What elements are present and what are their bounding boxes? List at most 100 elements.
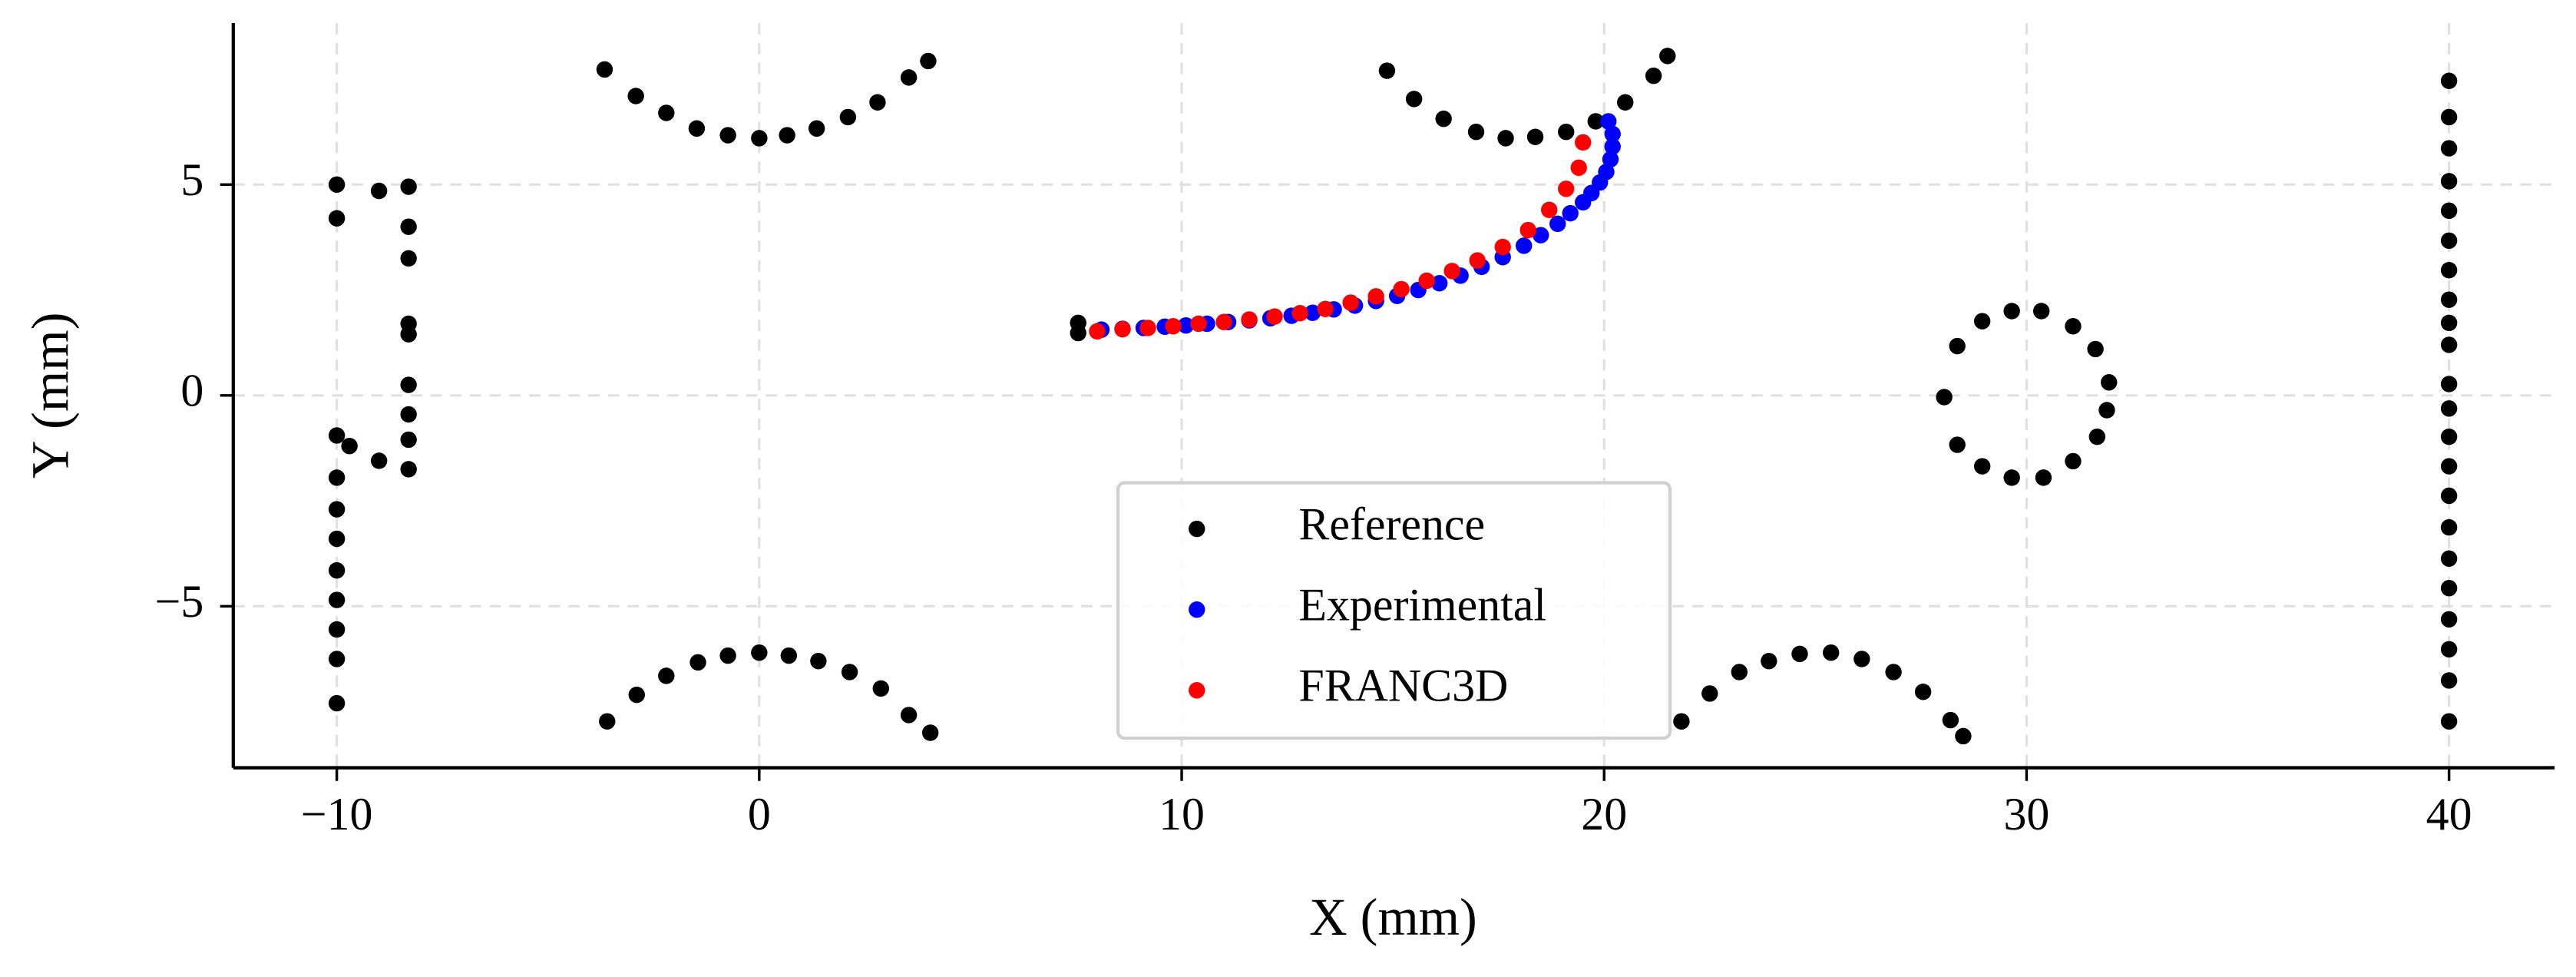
- point: [328, 651, 346, 667]
- point: [1604, 125, 1621, 143]
- point: [328, 469, 346, 486]
- point: [328, 210, 346, 227]
- point: [2035, 469, 2052, 486]
- point: [1405, 91, 1423, 108]
- legend-marker: [1189, 682, 1205, 699]
- point: [1604, 138, 1621, 155]
- point: [2440, 72, 2458, 89]
- point: [2440, 140, 2458, 157]
- point: [1515, 237, 1533, 254]
- x-tick-label: 10: [1159, 789, 1205, 840]
- point: [2065, 452, 2082, 470]
- point: [1519, 221, 1536, 239]
- point: [869, 94, 886, 111]
- point: [751, 644, 768, 661]
- point: [1367, 288, 1384, 305]
- point: [400, 431, 417, 449]
- point: [1731, 664, 1748, 681]
- point: [1165, 318, 1182, 335]
- y-tick-label: 5: [180, 154, 203, 205]
- point: [1494, 238, 1511, 256]
- point: [2440, 376, 2458, 392]
- point: [1342, 294, 1359, 311]
- point: [1575, 134, 1592, 151]
- point: [2440, 641, 2458, 658]
- point: [2440, 458, 2458, 475]
- point: [400, 406, 417, 423]
- x-axis-label: X (mm): [1309, 888, 1477, 946]
- point: [658, 104, 675, 121]
- point: [2440, 428, 2458, 445]
- x-tick-label: 0: [748, 789, 771, 840]
- point: [2440, 487, 2458, 505]
- point: [328, 427, 346, 444]
- y-axis-label: Y (mm): [21, 312, 80, 479]
- point: [1822, 644, 1840, 661]
- point: [1598, 164, 1615, 180]
- point: [2440, 108, 2458, 126]
- point: [1469, 252, 1486, 269]
- point: [2440, 314, 2458, 332]
- point: [1241, 311, 1258, 328]
- legend-label: FRANC3D: [1298, 660, 1508, 710]
- point: [810, 652, 827, 670]
- point: [2440, 173, 2458, 190]
- point: [1973, 313, 1991, 330]
- point: [751, 130, 768, 147]
- point: [2003, 469, 2020, 486]
- point: [400, 376, 417, 393]
- legend-marker: [1189, 520, 1205, 538]
- point: [1139, 320, 1156, 336]
- point: [596, 61, 613, 78]
- point: [808, 120, 825, 137]
- y-tick-label: 0: [180, 366, 203, 416]
- point: [900, 707, 918, 724]
- point: [1602, 151, 1619, 168]
- point: [688, 120, 706, 137]
- point: [921, 724, 939, 741]
- point: [1549, 215, 1566, 233]
- point: [900, 69, 918, 86]
- point: [780, 647, 798, 664]
- point: [1914, 684, 1932, 700]
- point: [1949, 436, 1966, 453]
- point: [1089, 323, 1106, 340]
- point: [400, 461, 417, 478]
- point: [1541, 201, 1558, 218]
- point: [1443, 263, 1460, 280]
- point: [2440, 518, 2458, 536]
- point: [2440, 202, 2458, 220]
- point: [328, 694, 346, 712]
- point: [1317, 300, 1334, 317]
- point: [1467, 123, 1485, 141]
- point: [2440, 232, 2458, 250]
- point: [1435, 110, 1452, 128]
- point: [1497, 130, 1514, 147]
- point: [370, 182, 388, 200]
- point: [1190, 315, 1207, 333]
- point: [400, 178, 417, 195]
- point: [839, 108, 857, 126]
- y-tick-label: −5: [155, 576, 204, 627]
- point: [2440, 336, 2458, 353]
- point: [872, 680, 889, 697]
- point: [328, 530, 346, 548]
- point: [1659, 48, 1676, 65]
- point: [400, 218, 417, 235]
- point: [1526, 128, 1544, 145]
- point: [1673, 713, 1690, 730]
- x-tick-label: 30: [2003, 789, 2049, 840]
- point: [2440, 611, 2458, 628]
- point: [2440, 291, 2458, 308]
- point: [1533, 227, 1549, 243]
- point: [1378, 62, 1396, 79]
- point: [841, 664, 858, 681]
- point: [1418, 272, 1435, 290]
- point: [2065, 318, 2082, 335]
- point: [1761, 652, 1777, 670]
- point: [2032, 303, 2050, 320]
- point: [689, 654, 706, 671]
- point: [1701, 685, 1718, 702]
